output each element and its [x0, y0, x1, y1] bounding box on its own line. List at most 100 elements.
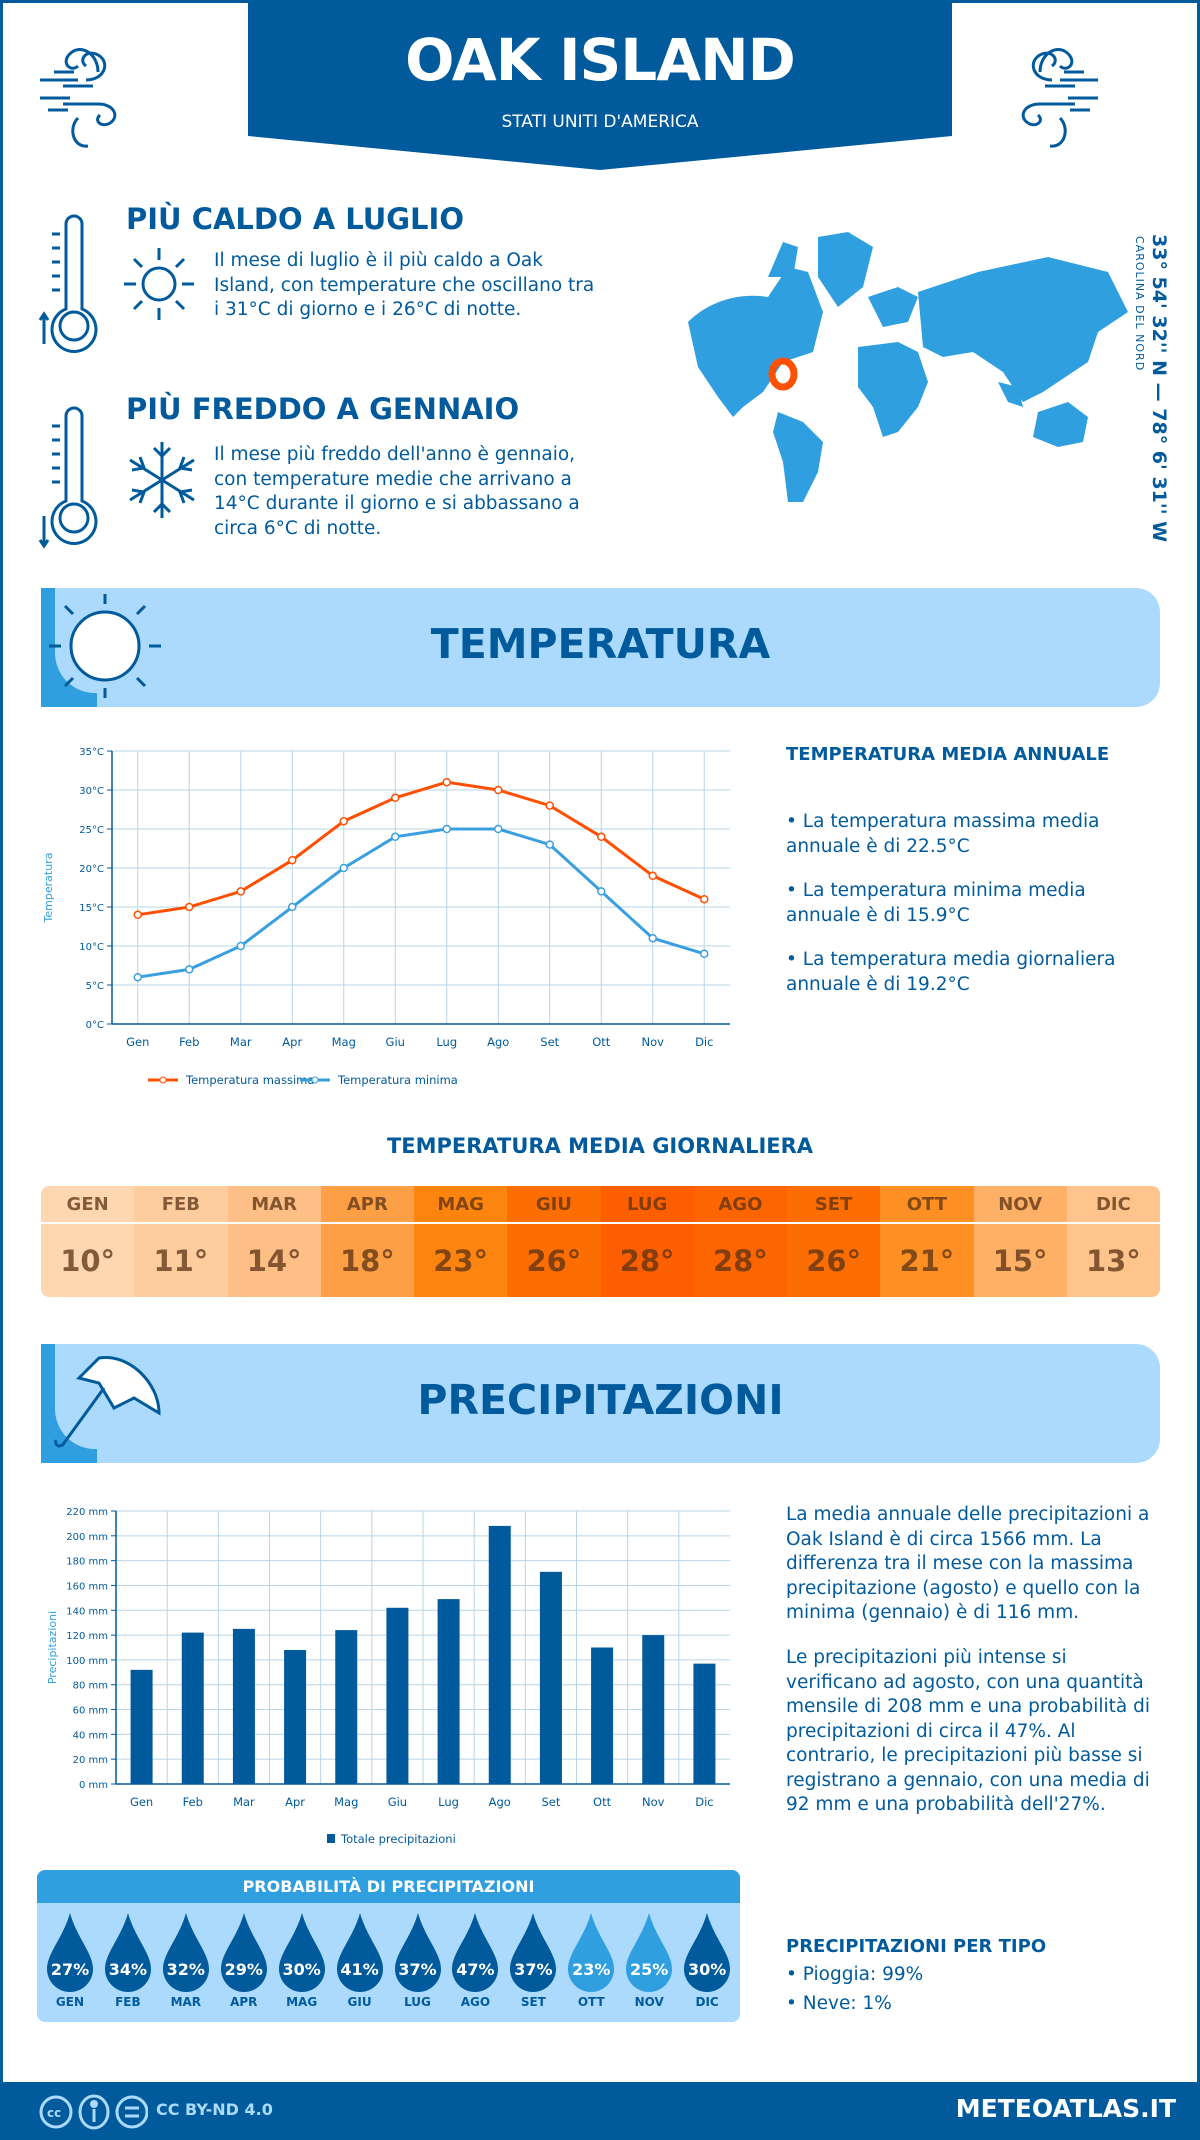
daily-temp-ott: OTT 21°	[880, 1186, 974, 1297]
y-tick-label: 10°C	[79, 942, 104, 953]
country-subtitle: STATI UNITI D'AMERICA	[501, 112, 699, 132]
month-label: DIC	[695, 1995, 719, 2009]
month-label: SET	[787, 1186, 881, 1224]
world-map	[688, 232, 1128, 502]
probability-value: 32%	[166, 1960, 205, 1979]
data-point	[442, 824, 451, 834]
legend-label: Totale precipitazioni	[340, 1832, 456, 1846]
temp-value: 26°	[526, 1243, 582, 1278]
data-point	[494, 785, 503, 795]
month-label: MAR	[227, 1186, 321, 1224]
data-point	[700, 949, 709, 959]
data-point	[339, 816, 348, 826]
precipitation-type-title: PRECIPITAZIONI PER TIPO	[786, 1936, 1047, 1957]
month-label: NOV	[634, 1995, 664, 2009]
daily-temp-feb: FEB 11°	[134, 1186, 228, 1297]
raindrop-icon	[568, 1913, 615, 1992]
month-label: MAR	[170, 1995, 202, 2009]
umbrella-icon	[54, 1355, 161, 1448]
daily-temp-giu: GIU 26°	[507, 1186, 601, 1297]
probability-drop: 29% APR	[215, 1903, 273, 2022]
x-tick-label: Set	[541, 1795, 560, 1809]
temp-value: 10°	[60, 1243, 116, 1278]
temp-value: 15°	[992, 1243, 1048, 1278]
precipitation-type: PRECIPITAZIONI PER TIPO • Pioggia: 99% •…	[786, 1936, 1046, 2016]
coldest-title: PIÙ FREDDO A GENNAIO	[126, 392, 520, 426]
data-point	[133, 972, 142, 982]
month-label: APR	[320, 1186, 414, 1224]
probability-drop: 37% SET	[504, 1903, 562, 2022]
precipitation-banner-title: PRECIPITAZIONI	[417, 1376, 784, 1424]
probability-drop: 32% MAR	[157, 1903, 215, 2022]
probability-value: 47%	[456, 1960, 495, 1979]
data-point	[597, 887, 606, 896]
header-banner	[248, 0, 952, 170]
data-point	[236, 887, 245, 896]
bar-nov	[642, 1635, 665, 1784]
precipitation-summary: La media annuale delle precipitazioni a …	[786, 1504, 1150, 1623]
month-label: OTT	[880, 1186, 974, 1224]
x-tick-label: Ott	[592, 1035, 611, 1049]
y-tick-label: 15°C	[79, 903, 104, 914]
probability-drop: 41% GIU	[331, 1903, 389, 2022]
temp-value: 23°	[433, 1243, 489, 1278]
probability-value: 34%	[108, 1960, 148, 1979]
page-title: OAK ISLAND	[405, 26, 796, 94]
probability-value: 37%	[398, 1960, 437, 1979]
data-point	[339, 863, 348, 873]
probability-drop: 25% NOV	[620, 1903, 678, 2022]
temp-value: 13°	[1085, 1243, 1141, 1278]
annual-bullet: • La temperatura massima media annuale è…	[786, 811, 1100, 857]
annual-temperature-title: TEMPERATURA MEDIA ANNUALE	[786, 744, 1110, 765]
y-tick-label: 180 mm	[66, 1557, 108, 1568]
brand-link[interactable]: METEOATLAS.IT	[955, 2094, 1176, 2123]
legend-label: Temperatura massima	[185, 1073, 314, 1087]
probability-value: 27%	[50, 1960, 90, 1979]
precipitation-probability-panel: PROBABILITÀ DI PRECIPITAZIONI 27% GEN 34% F…	[37, 1870, 740, 2022]
x-tick-label: Mag	[332, 1035, 356, 1049]
y-tick-label: 0 mm	[79, 1780, 108, 1791]
raindrop-icon	[684, 1913, 731, 1992]
x-tick-label: Nov	[642, 1035, 665, 1049]
temperature-chart: 0°C 5°C 10°C 15°C 20°C 25°C 30°C 35°C Gen Feb Mar A…	[42, 747, 730, 1087]
temperature-banner-title: TEMPERATURA	[430, 620, 771, 668]
type-rain: • Pioggia: 99%	[786, 1964, 924, 1985]
raindrop-icon	[394, 1913, 441, 1992]
daily-temp-dic: DIC 13°	[1066, 1186, 1160, 1297]
probability-value: 41%	[340, 1960, 379, 1979]
region: CAROLINA DEL NORD	[1133, 236, 1146, 372]
daily-temp-mar: MAR 14°	[227, 1186, 321, 1297]
y-tick-label: 100 mm	[66, 1656, 108, 1667]
data-point	[545, 801, 554, 810]
x-tick-label: Lug	[438, 1795, 459, 1809]
y-tick-label: 20°C	[79, 864, 104, 875]
daily-temperature-table: GEN 10° FEB 11° MAR 14° APR 18° MAG 23° GIU 26° LUG 2…	[41, 1186, 1160, 1297]
data-point	[648, 933, 657, 943]
data-point	[700, 894, 709, 904]
bar-ott	[591, 1647, 614, 1784]
x-tick-label: Feb	[179, 1035, 199, 1049]
data-point	[545, 840, 554, 849]
bar-mag	[335, 1630, 358, 1784]
x-tick-label: Feb	[183, 1795, 203, 1809]
month-label: AGO	[460, 1995, 491, 2009]
month-label: FEB	[115, 1995, 141, 2009]
y-tick-label: 0°C	[86, 1020, 104, 1031]
data-point	[185, 965, 194, 974]
data-point	[391, 793, 400, 803]
x-tick-label: Dic	[695, 1795, 713, 1809]
wind-icon	[40, 48, 117, 148]
coldest-text: Il mese più freddo dell'anno è gennaio, …	[214, 444, 580, 539]
y-tick-label: 40 mm	[73, 1730, 108, 1741]
sun-icon	[49, 594, 161, 698]
probability-drop: 23% OTT	[562, 1903, 620, 2022]
legend-marker	[159, 1076, 167, 1084]
daily-temp-lug: LUG 28°	[600, 1186, 694, 1297]
annual-bullet: • La temperatura media giornaliera annua…	[786, 949, 1116, 995]
raindrop-icon	[452, 1913, 499, 1992]
temp-value: 11°	[153, 1243, 209, 1278]
x-tick-label: Ago	[489, 1795, 511, 1809]
x-tick-label: Giu	[388, 1795, 407, 1809]
x-tick-label: Apr	[285, 1795, 305, 1809]
bar-ago	[488, 1525, 511, 1784]
